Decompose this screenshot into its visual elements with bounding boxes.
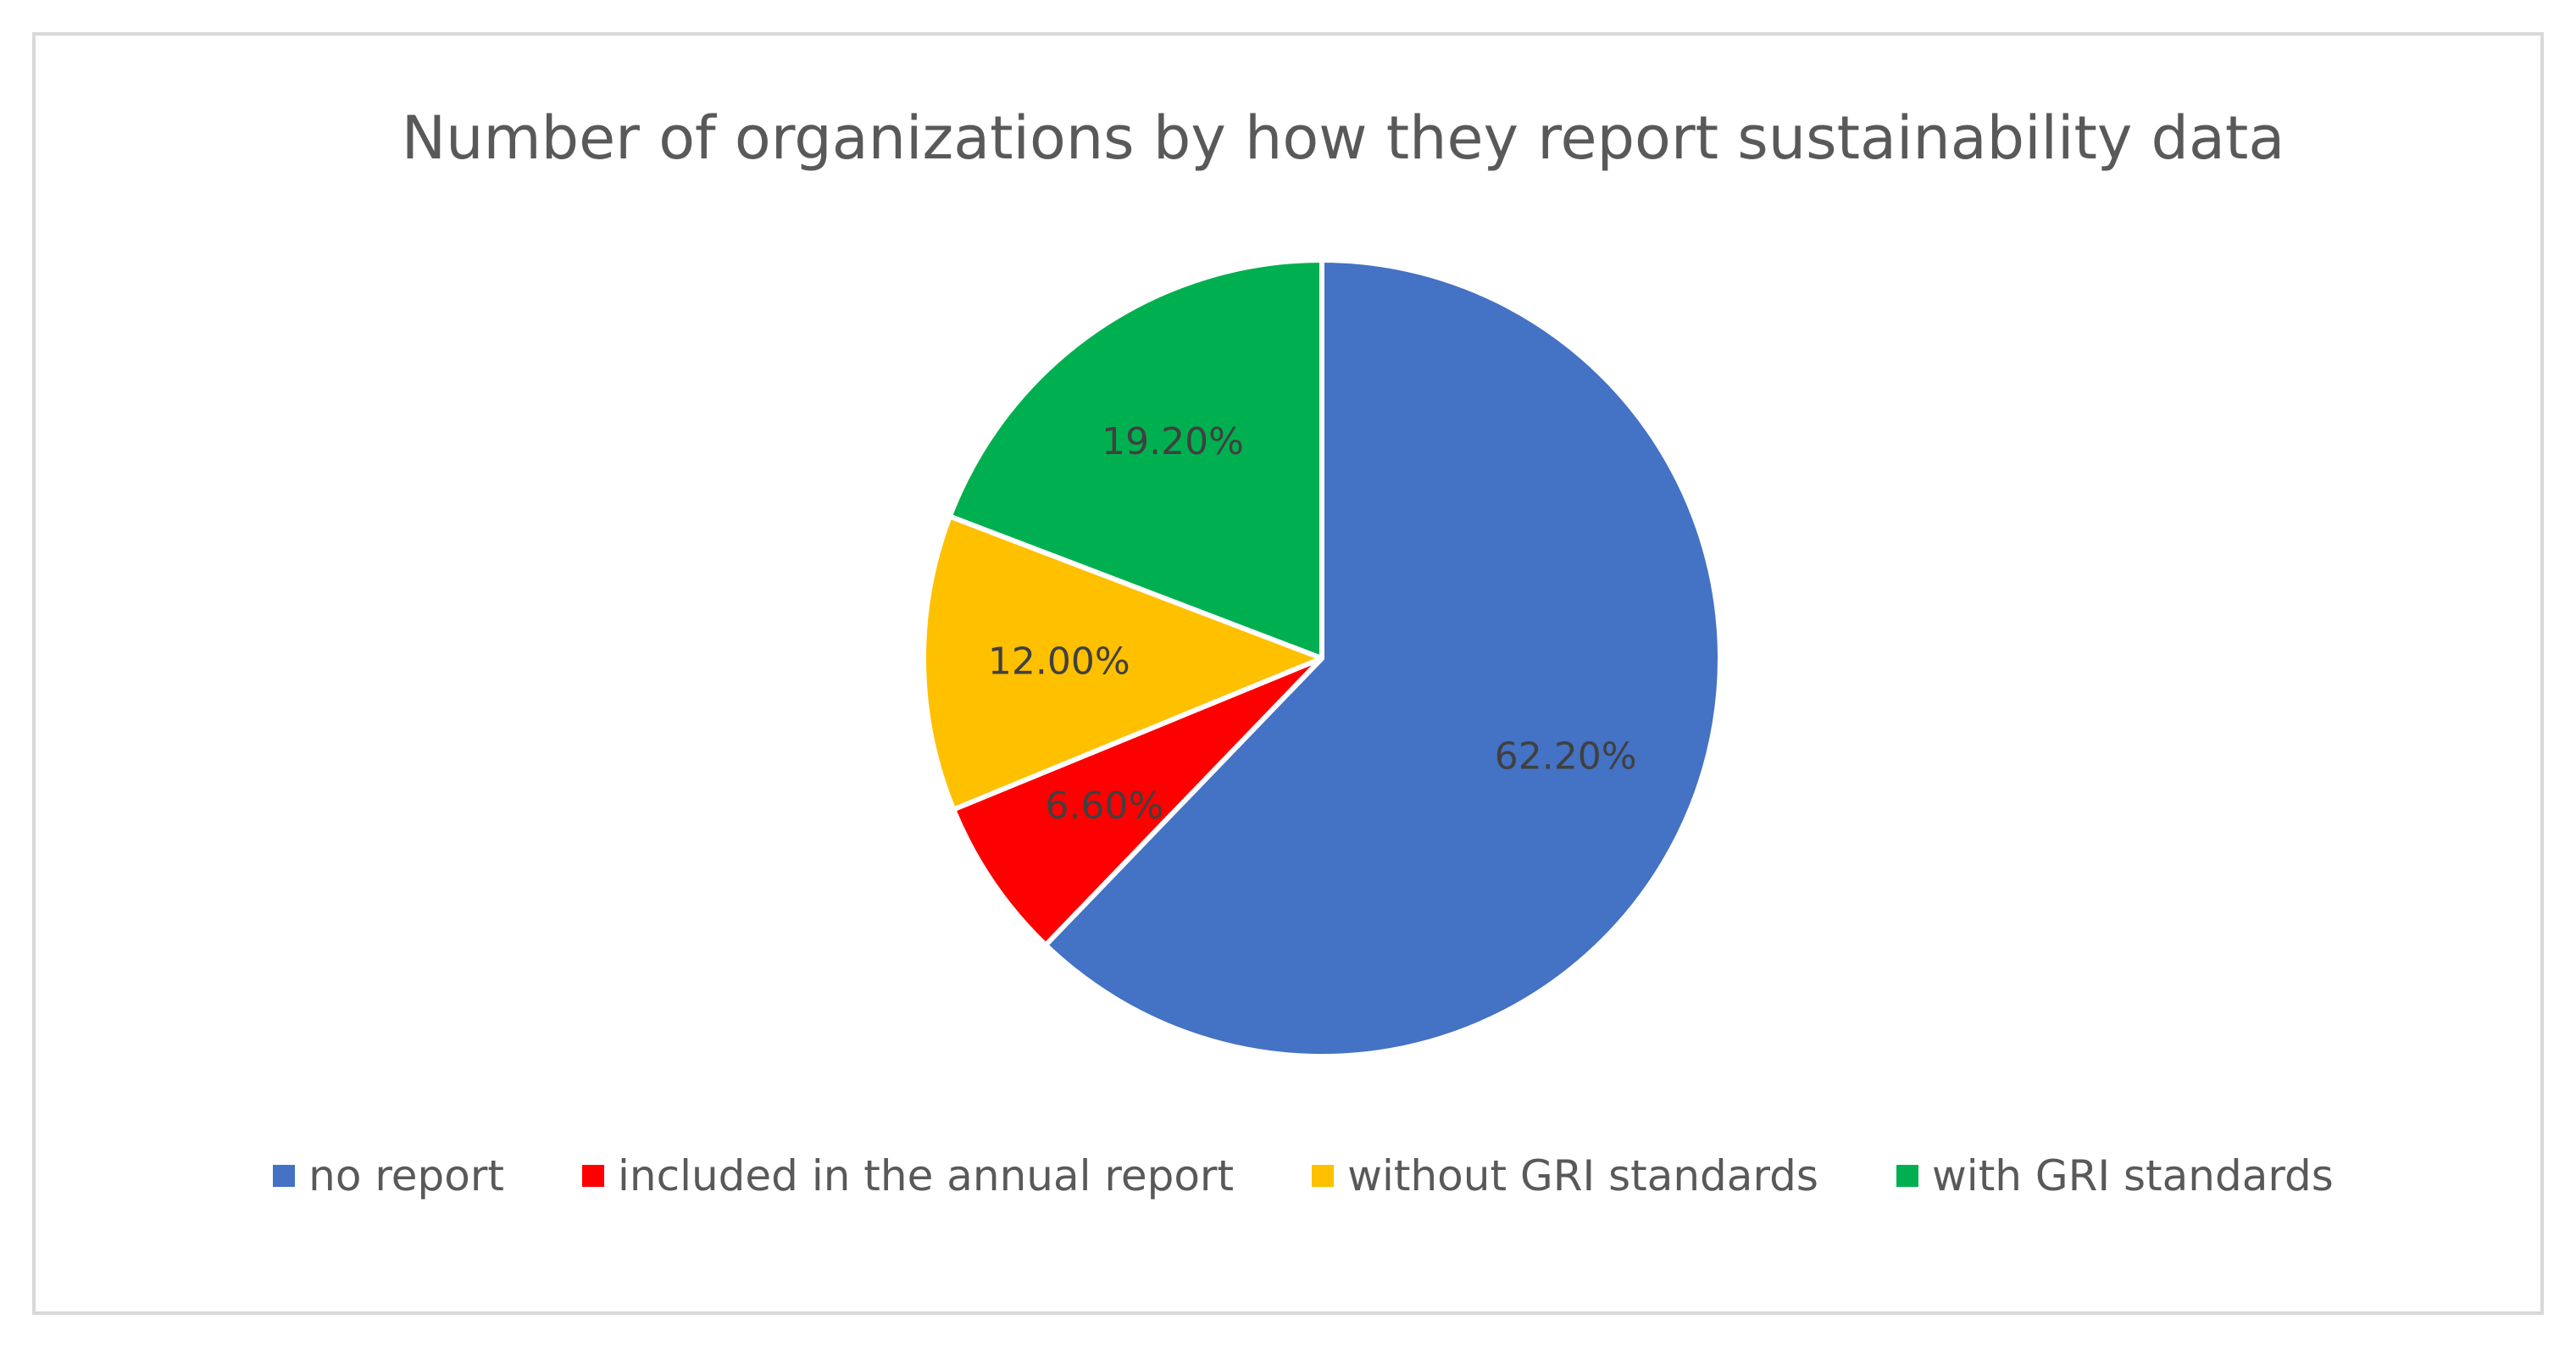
data-label-with-gri-standards: 19.20% <box>1102 420 1244 463</box>
pie-slices <box>921 258 1723 1059</box>
legend-label: included in the annual report <box>618 1151 1235 1200</box>
legend-swatch <box>582 1165 605 1187</box>
legend-item-included-in-annual-report: included in the annual report <box>582 1151 1234 1200</box>
data-label-no-report: 62.20% <box>1495 735 1637 779</box>
legend-label: with GRI standards <box>1931 1151 2334 1200</box>
pie-slice-without-gri-standards <box>921 513 1324 812</box>
pie-data-labels: 62.20% 6.60% 12.00% 19.20% <box>988 420 1637 828</box>
legend: no report included in the annual report … <box>0 1142 2576 1210</box>
data-label-included-in-the-annual-report: 6.60% <box>1046 784 1164 828</box>
legend-label: no report <box>308 1151 505 1200</box>
pie-slice-with-gri-standards <box>947 258 1324 661</box>
legend-swatch <box>273 1165 296 1187</box>
legend-item-with-gri-standards: with GRI standards <box>1896 1151 2334 1200</box>
pie-slice-no-report <box>1042 258 1723 1059</box>
legend-label: without GRI standards <box>1347 1151 1818 1200</box>
legend-item-no-report: no report <box>273 1151 504 1200</box>
pie-slice-included-in-the-annual-report <box>951 656 1324 948</box>
legend-swatch <box>1312 1165 1335 1187</box>
legend-item-without-gri-standards: without GRI standards <box>1312 1151 1818 1200</box>
data-label-without-gri-standards: 12.00% <box>988 640 1130 683</box>
legend-swatch <box>1896 1165 1918 1187</box>
chart-title: Number of organizations by how they repo… <box>401 103 2285 173</box>
